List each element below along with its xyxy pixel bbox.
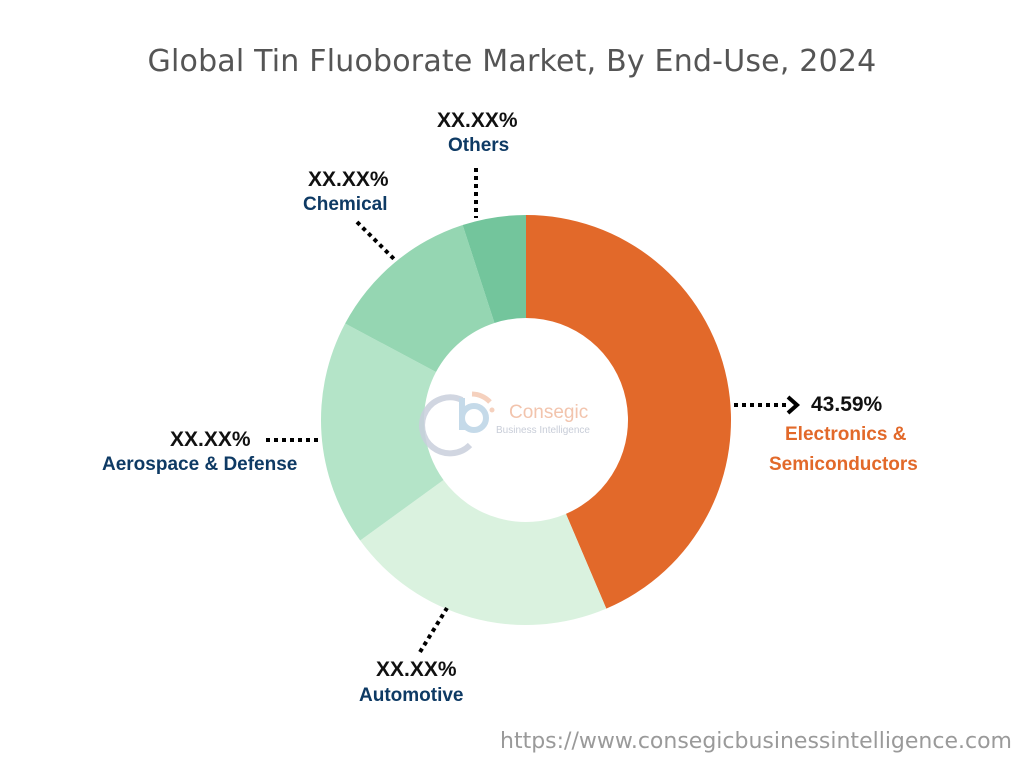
electronics-name-label-2: Semiconductors [769,454,918,475]
donut-slices [320,215,731,626]
slice-chemical [345,225,495,372]
chemical-pct-label: XX.XX% [308,168,389,191]
electronics-pct-label: 43.59% [811,393,883,416]
slice-electronics [526,215,731,609]
aerospace-name-label: Aerospace & Defense [102,454,298,475]
chart-title: Global Tin Fluoborate Market, By End-Use… [147,44,877,79]
aerospace-pct-label: XX.XX% [170,428,251,451]
automotive-pct-label: XX.XX% [376,658,457,681]
logo-tagline: Business Intelligence [496,425,590,436]
others-name-label: Others [448,135,510,156]
electronics-name-label-1: Electronics & [785,424,907,445]
footer-url: https://www.consegicbusinessintelligence… [500,729,1012,754]
consegic-logo-icon [419,391,495,457]
others-pct-label: XX.XX% [437,109,518,132]
leader-lines [266,168,801,654]
automotive-name-label: Automotive [359,685,464,706]
slice-aerospace [320,323,444,541]
chemical-name-label: Chemical [303,194,388,215]
slice-automotive [360,479,607,626]
slice-others [462,215,526,323]
logo-name: Consegic [509,402,589,423]
